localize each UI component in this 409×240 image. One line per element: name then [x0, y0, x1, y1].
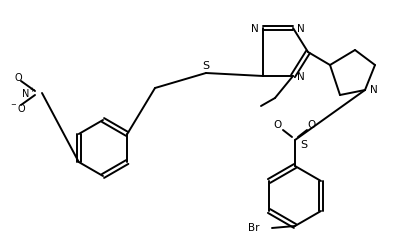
Text: O: O	[14, 73, 22, 83]
Text: S: S	[202, 61, 209, 71]
Text: O: O	[273, 120, 281, 130]
Text: N: N	[296, 72, 304, 82]
Text: S: S	[299, 140, 306, 150]
Text: $^-$O: $^-$O	[9, 102, 27, 114]
Text: N$^+$: N$^+$	[21, 86, 37, 100]
Text: N: N	[369, 85, 377, 95]
Text: O: O	[307, 120, 315, 130]
Text: Br: Br	[248, 223, 259, 233]
Text: N: N	[296, 24, 304, 34]
Text: N: N	[251, 24, 258, 34]
